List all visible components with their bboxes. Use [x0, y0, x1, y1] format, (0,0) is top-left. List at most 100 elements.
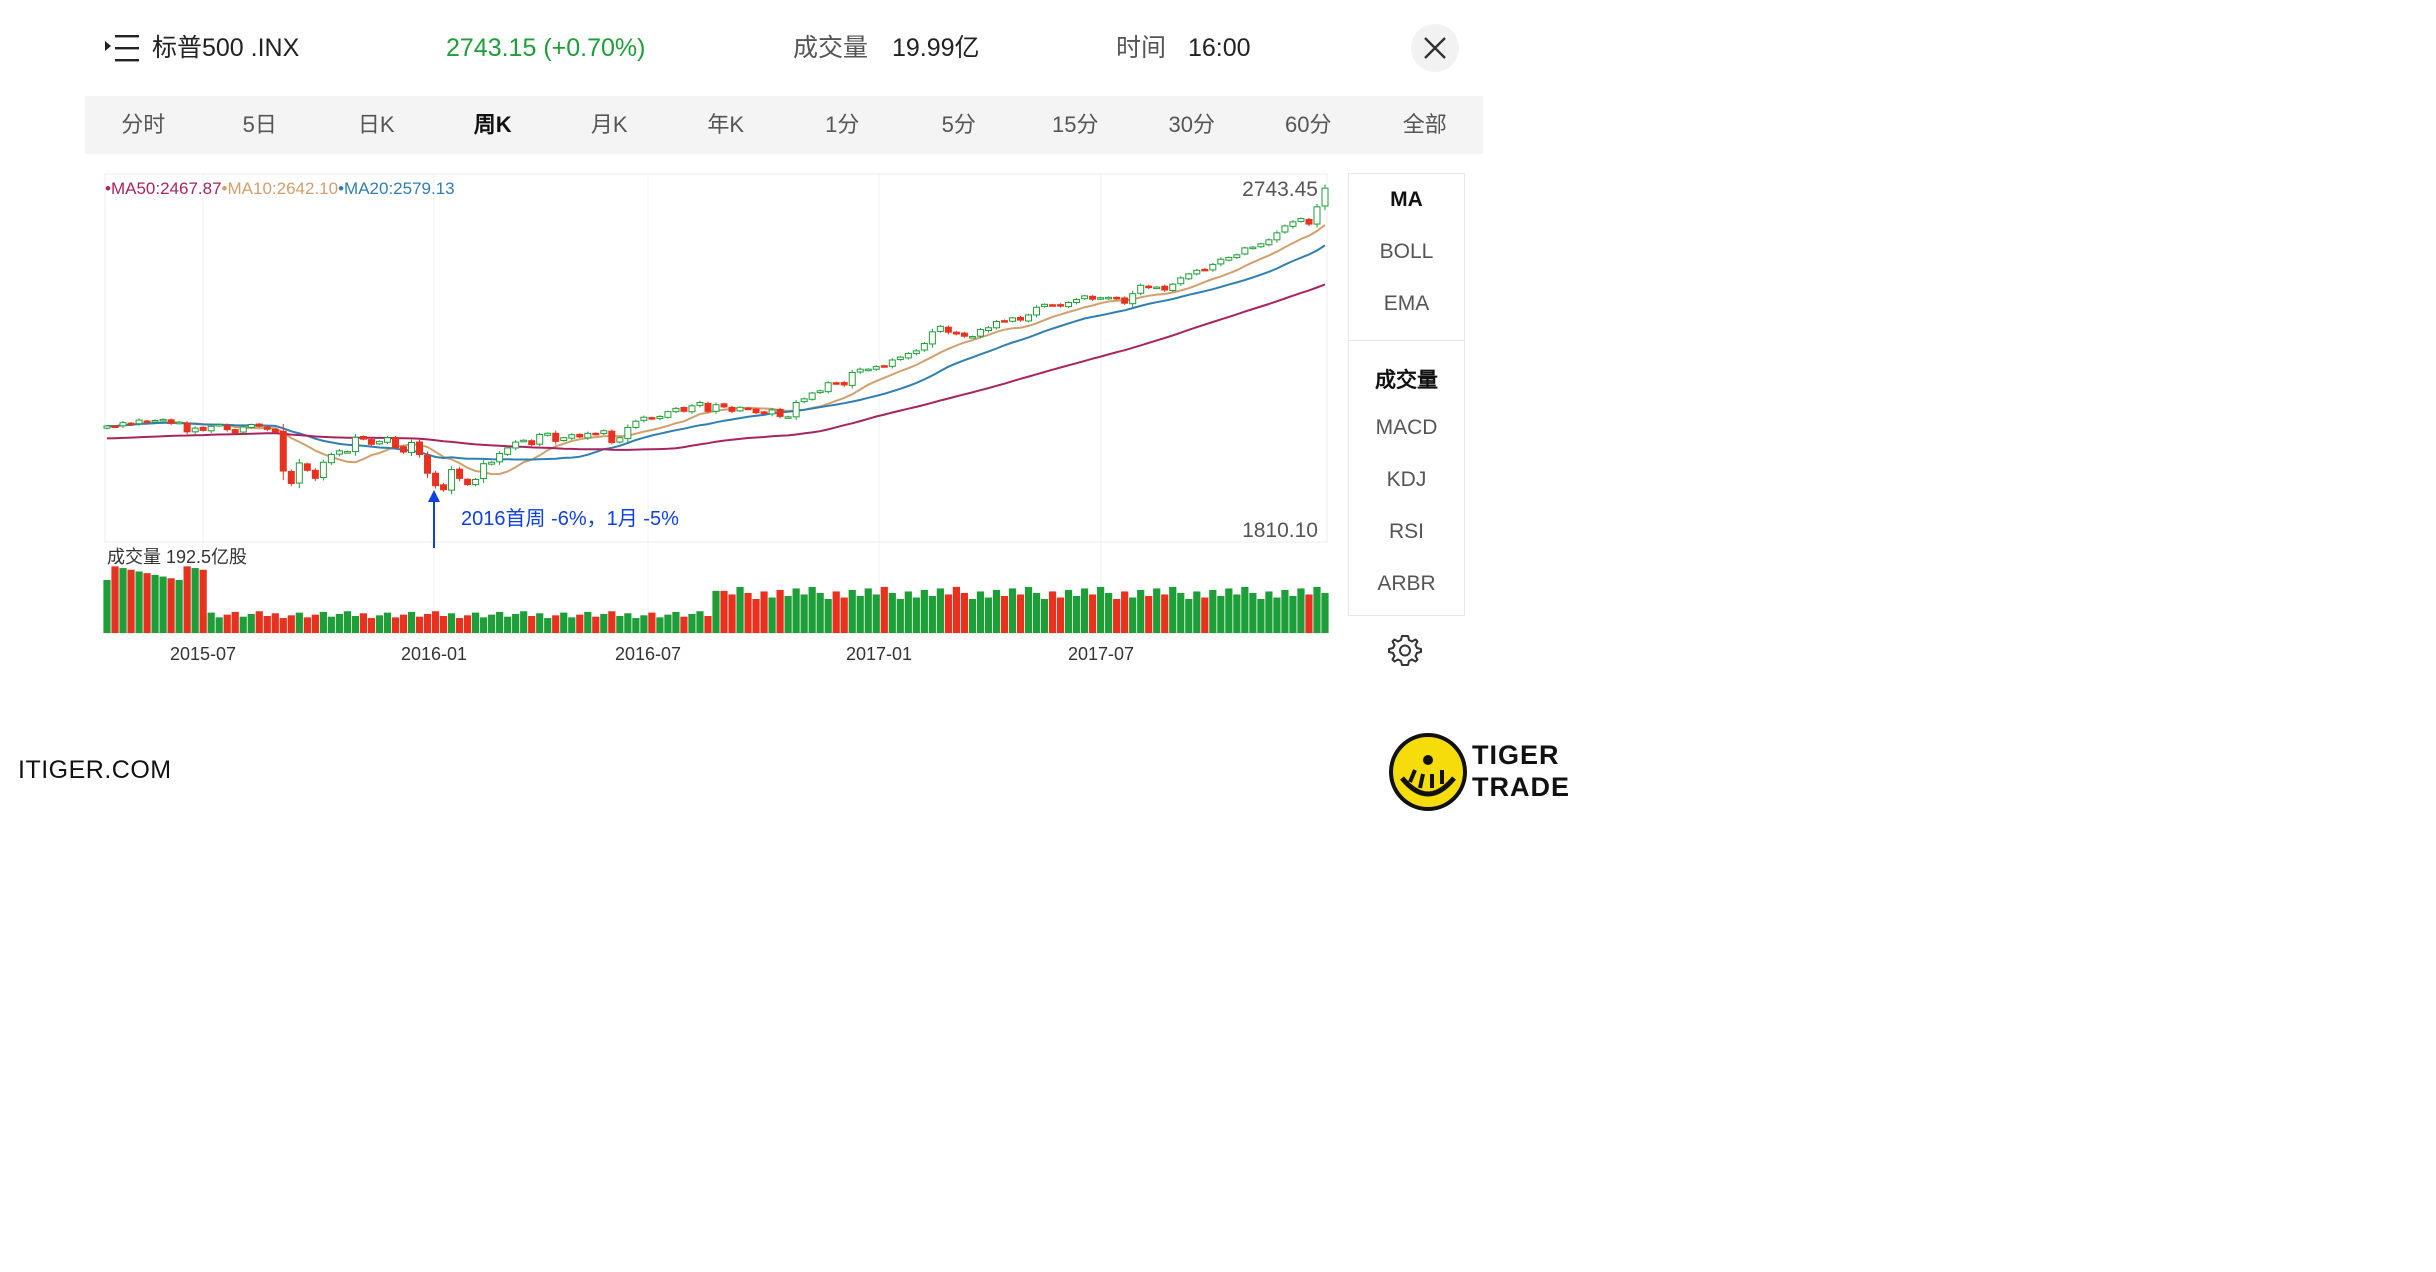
candle-body	[528, 440, 536, 446]
candle-body	[936, 325, 944, 332]
volume-bar	[856, 595, 864, 633]
volume-bar	[784, 595, 792, 633]
volume-bar	[151, 574, 159, 633]
volume-bar	[600, 613, 608, 633]
candle-body	[632, 420, 640, 428]
volume-bar	[1225, 588, 1233, 633]
candle-body	[616, 437, 624, 443]
volume-bar	[1313, 586, 1321, 633]
volume-bar	[816, 592, 824, 633]
candle-body	[1000, 320, 1008, 323]
candle-body	[1321, 187, 1329, 207]
volume-bar	[1113, 599, 1121, 633]
volume-bar	[736, 586, 744, 633]
candle-body	[864, 368, 872, 372]
indicator-arbr[interactable]: ARBR	[1377, 572, 1436, 595]
candle-body	[976, 329, 984, 337]
price-max-label: 2743.45	[1242, 178, 1318, 201]
volume-bar	[1249, 592, 1257, 633]
candle-body	[151, 419, 159, 423]
candle-body	[1113, 296, 1121, 300]
settings-gear-icon[interactable]	[1388, 633, 1422, 667]
indicator-ma[interactable]: MA	[1390, 188, 1423, 211]
volume-bar	[656, 617, 664, 633]
tab-5[interactable]: 年K	[707, 112, 745, 137]
tab-11[interactable]: 全部	[1402, 112, 1447, 137]
candle-body	[992, 321, 1000, 329]
tab-4[interactable]: 月K	[590, 112, 628, 137]
volume-bar	[207, 612, 215, 633]
volume-bar	[319, 611, 327, 633]
volume-bar	[103, 579, 111, 633]
indicator-volume[interactable]: 成交量	[1375, 369, 1438, 392]
volume-bar	[1121, 591, 1129, 633]
volume-bar	[728, 594, 736, 633]
candle-body	[928, 331, 936, 345]
volume-bar	[888, 592, 896, 633]
volume-bar	[488, 614, 496, 633]
volume-bar	[1137, 589, 1145, 633]
volume-bar	[640, 615, 648, 633]
candle-body	[1281, 225, 1289, 233]
candle-body	[904, 352, 912, 359]
volume-bar	[1193, 591, 1201, 633]
volume-bar	[688, 613, 696, 633]
indicator-kdj[interactable]: KDJ	[1386, 468, 1427, 491]
volume-bar	[760, 591, 768, 633]
candle-body	[1057, 304, 1065, 307]
candle-body	[359, 435, 367, 440]
tab-7[interactable]: 5分	[941, 112, 976, 137]
volume-bar	[752, 599, 760, 633]
volume-bar	[423, 613, 432, 633]
tab-6[interactable]: 1分	[825, 112, 860, 137]
volume-bar	[864, 588, 872, 633]
menu-icon[interactable]	[104, 30, 140, 66]
volume-bar	[143, 573, 151, 633]
ma10-line	[106, 224, 1326, 476]
candle-body	[520, 439, 528, 443]
tab-8[interactable]: 15分	[1052, 112, 1099, 137]
tab-10[interactable]: 60分	[1285, 112, 1332, 137]
volume-bar	[1081, 588, 1089, 633]
candle-body	[1313, 206, 1321, 225]
candle-body	[303, 463, 311, 471]
candle-body	[215, 424, 223, 427]
volume-bar	[255, 611, 263, 633]
volume-bar	[960, 592, 969, 633]
candle-body	[432, 472, 440, 487]
volume-bar	[415, 616, 424, 633]
candle-body	[624, 426, 632, 440]
volume-bar	[1161, 594, 1169, 633]
header-bar: 标普500 .INX 2743.15 (+0.70%) 成交量 19.99亿 时…	[0, 0, 1568, 96]
close-button[interactable]	[1411, 24, 1459, 72]
indicator-macd[interactable]: MACD	[1375, 416, 1438, 439]
candle-body	[560, 437, 568, 441]
tab-0[interactable]: 分时	[121, 112, 166, 137]
kline-chart[interactable]: •MA50:2467.87•MA10:2642.10•MA20:2579.13 …	[0, 160, 1340, 680]
tab-3[interactable]: 周K	[473, 112, 512, 137]
volume-bar	[1201, 597, 1209, 633]
candle-body	[159, 418, 167, 422]
volume-bar	[215, 617, 223, 633]
candle-body	[319, 461, 327, 478]
volume-bar	[223, 614, 231, 633]
volume-bar	[303, 617, 311, 633]
candle-body	[247, 424, 255, 429]
time-label: 时间	[1116, 34, 1167, 62]
tab-1[interactable]: 5日	[242, 112, 277, 137]
candle-body	[135, 419, 143, 425]
candlesticks	[103, 184, 1329, 495]
candle-body	[1265, 239, 1273, 246]
tab-2[interactable]: 日K	[357, 112, 395, 137]
volume-bar	[263, 616, 271, 633]
candle-body	[1025, 314, 1033, 322]
tab-9[interactable]: 30分	[1168, 112, 1215, 137]
indicator-boll[interactable]: BOLL	[1379, 240, 1434, 263]
volume-bar	[455, 618, 464, 633]
period-tab-bar: 分时 5日 日K 周K 月K 年K 1分 5分 15分 30分 60分 全部	[85, 96, 1483, 154]
indicator-rsi[interactable]: RSI	[1388, 520, 1424, 543]
indicator-ema[interactable]: EMA	[1383, 292, 1430, 315]
volume-bar	[1097, 586, 1105, 633]
candle-body	[199, 426, 207, 431]
candle-body	[816, 390, 824, 394]
